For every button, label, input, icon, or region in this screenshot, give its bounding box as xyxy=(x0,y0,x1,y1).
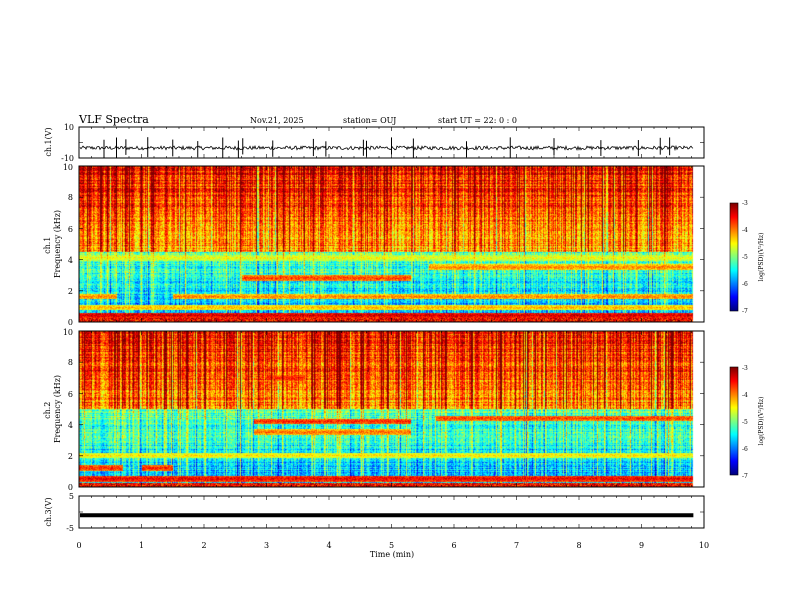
ch2-ylabel-line2: Frequency (kHz) xyxy=(53,375,62,443)
ch2-colorbar-frame xyxy=(729,366,739,476)
time-tick-label-2: 2 xyxy=(201,541,206,550)
ch1-colorbar-image xyxy=(730,203,738,311)
ch1-cb-tick-m7: -7 xyxy=(742,308,748,315)
ch1-colorbar-frame xyxy=(729,202,739,312)
ch2-ytick-8: 8 xyxy=(68,358,73,367)
ch1-spectrogram-panel: 0 2 4 6 8 10 ch.1 Frequency (kHz) -3 -4 … xyxy=(43,163,765,327)
ch1-ytick-0: 0 xyxy=(68,318,73,327)
time-tick-label-4: 4 xyxy=(326,541,331,550)
time-tick-label-5: 5 xyxy=(389,541,394,550)
ch2-cb-tick-m3: -3 xyxy=(742,365,748,372)
station-label: station= OUJ xyxy=(343,116,396,125)
ch1-ytick-6: 6 xyxy=(68,225,73,234)
time-axis-label: Time (min) xyxy=(370,550,414,559)
ch2-spectrogram-image xyxy=(79,331,704,487)
ch2-cb-tick-m4: -4 xyxy=(742,392,748,399)
ch2-ytick-2: 2 xyxy=(68,452,73,461)
ch1-spectrogram-ticks xyxy=(78,165,705,323)
ch1-cb-tick-m6: -6 xyxy=(742,281,748,288)
ch1-cb-tick-m4: -4 xyxy=(742,227,748,234)
ch3-waveform-frame xyxy=(78,495,705,529)
ch2-ytick-6: 6 xyxy=(68,390,73,399)
ch3-waveform-panel: 5 -5 ch.3(V) 0 1 2 3 4 5 6 7 8 9 10 Time (min) xyxy=(44,492,709,559)
ch1-ytick-10: 10 xyxy=(63,163,73,172)
ch1-colorbar-label: log(PSD)(V²/Hz) xyxy=(758,233,765,282)
ch2-spectrogram-ticks xyxy=(78,330,705,488)
ch1-ytick-2: 2 xyxy=(68,287,73,296)
ch1-spectrogram-ylabel: ch.1 Frequency (kHz) xyxy=(43,210,62,278)
ch1-ytick-8: 8 xyxy=(68,193,73,202)
ch1-waveform-panel: 10 -10 ch.1(V) xyxy=(44,123,705,163)
ch1-cb-tick-m3: -3 xyxy=(742,200,748,207)
ch1-spectrogram-image xyxy=(79,166,704,322)
ch2-spectrogram-ylabel: ch.2 Frequency (kHz) xyxy=(43,375,62,443)
ch1-ytick-top: 10 xyxy=(64,123,74,132)
ch2-colorbar-image xyxy=(730,367,738,475)
time-tick-label-9: 9 xyxy=(639,541,644,550)
ch2-cb-tick-m5: -5 xyxy=(742,419,748,426)
time-tick-label-8: 8 xyxy=(576,541,581,550)
time-tick-label-0: 0 xyxy=(76,541,81,550)
ch1-cb-tick-m5: -5 xyxy=(742,254,748,261)
ch3-ytick-bottom: -5 xyxy=(66,524,74,533)
date-label: Nov.21, 2025 xyxy=(250,116,304,125)
ch3-ytick-top: 5 xyxy=(69,492,74,501)
ch3-waveform-ticks xyxy=(78,495,705,529)
start-time-label: start UT = 22: 0 : 0 xyxy=(438,116,517,125)
ch2-ytick-0: 0 xyxy=(68,483,73,492)
ch1-ylabel-line2: Frequency (kHz) xyxy=(53,210,62,278)
ch1-waveform-ticks xyxy=(78,126,705,159)
ch2-cb-tick-m6: -6 xyxy=(742,446,748,453)
time-tick-label-7: 7 xyxy=(514,541,519,550)
ch1-waveform-ylabel: ch.1(V) xyxy=(44,127,53,156)
ch2-cb-tick-m7: -7 xyxy=(742,473,748,480)
time-axis-tick-labels: 0 1 2 3 4 5 6 7 8 9 10 xyxy=(76,541,709,550)
ch2-ytick-4: 4 xyxy=(68,421,73,430)
ch1-ytick-4: 4 xyxy=(68,256,73,265)
time-tick-label-3: 3 xyxy=(264,541,269,550)
ch1-ylabel-line1: ch.1 xyxy=(43,237,52,254)
ch1-ytick-bottom: -10 xyxy=(61,154,74,163)
figure-title: VLF Spectra xyxy=(78,113,149,126)
ch2-ytick-10: 10 xyxy=(63,328,73,337)
ch2-spectrogram-panel: 0 2 4 6 8 10 ch.2 Frequency (kHz) -3 -4 … xyxy=(43,328,765,492)
ch1-waveform-line xyxy=(79,144,694,152)
time-tick-label-10: 10 xyxy=(699,541,709,550)
time-tick-label-1: 1 xyxy=(139,541,144,550)
time-tick-label-6: 6 xyxy=(451,541,456,550)
ch3-waveform-ylabel: ch.3(V) xyxy=(44,497,53,526)
ch2-colorbar-label: log(PSD)(V²/Hz) xyxy=(758,397,765,446)
ch2-ylabel-line1: ch.2 xyxy=(43,402,52,419)
